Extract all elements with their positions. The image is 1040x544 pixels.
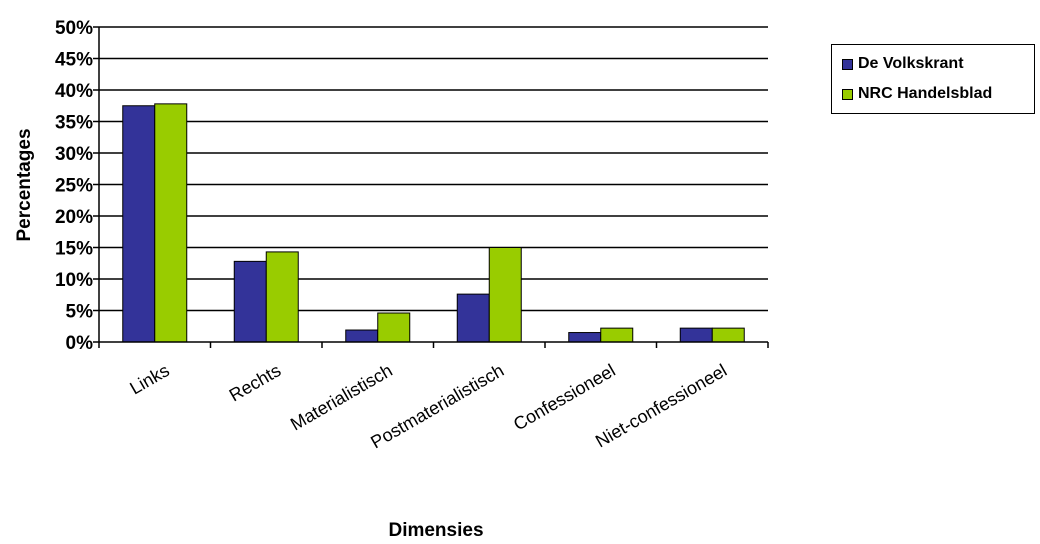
y-tick-label: 10% (55, 270, 93, 291)
bar-nrc-handelsblad-rechts (265, 251, 299, 343)
legend: De Volkskrant NRC Handelsblad (831, 44, 1035, 114)
y-tick-label: 15% (55, 239, 93, 260)
bar-nrc-handelsblad-niet-confessioneel (711, 327, 745, 343)
bar-de-volkskrant-niet-confessioneel (679, 327, 713, 343)
y-tick-label: 50% (55, 18, 93, 39)
y-tick-label: 0% (66, 333, 94, 354)
legend-item-nrc-handelsblad: NRC Handelsblad (842, 84, 992, 104)
bar-nrc-handelsblad-links (154, 103, 188, 343)
bar-de-volkskrant-rechts (233, 260, 267, 343)
bar-de-volkskrant-links (122, 105, 156, 343)
y-tick-label: 35% (55, 113, 93, 134)
gridlines (99, 26, 768, 312)
y-tick-label: 40% (55, 81, 93, 102)
bar-nrc-handelsblad-postmaterialistisch (488, 247, 522, 343)
legend-label-nrc-handelsblad: NRC Handelsblad (858, 85, 993, 102)
x-tick-label-confessioneel: Confessioneel (510, 360, 619, 434)
bars (122, 103, 745, 343)
y-tick-label: 20% (55, 207, 93, 228)
y-tick-label: 5% (66, 302, 94, 323)
x-tick-labels: Links Rechts MaterialistischPostmaterialis… (126, 360, 730, 452)
legend-label-de-volkskrant: De Volkskrant (858, 55, 964, 72)
x-tick-label-rechts: Rechts (226, 360, 285, 405)
legend-swatch-nrc-handelsblad (842, 88, 853, 100)
x-tick-label-materialistisch: Materialistisch (287, 360, 396, 434)
legend-item-de-volkskrant: De Volkskrant (842, 54, 964, 74)
axes (93, 26, 769, 348)
y-tick-label: 30% (55, 144, 93, 165)
y-tick-labels: 0% 5% 10% 15% 20% 25% 30% 35% 40% 45% 50% (55, 18, 93, 354)
y-tick-label: 25% (55, 176, 93, 197)
bar-nrc-handelsblad-materialistisch (377, 312, 411, 343)
bar-de-volkskrant-postmaterialistisch (456, 293, 490, 343)
bar-de-volkskrant-confessioneel (568, 332, 602, 343)
y-tick-label: 45% (55, 50, 93, 71)
bar-de-volkskrant-materialistisch (345, 329, 379, 343)
legend-swatch-de-volkskrant (842, 58, 853, 70)
x-axis-title: Dimensies (388, 520, 483, 541)
x-tick-label-links: Links (126, 360, 172, 398)
bar-nrc-handelsblad-confessioneel (600, 327, 634, 343)
y-axis-title: Percentages (14, 128, 35, 241)
